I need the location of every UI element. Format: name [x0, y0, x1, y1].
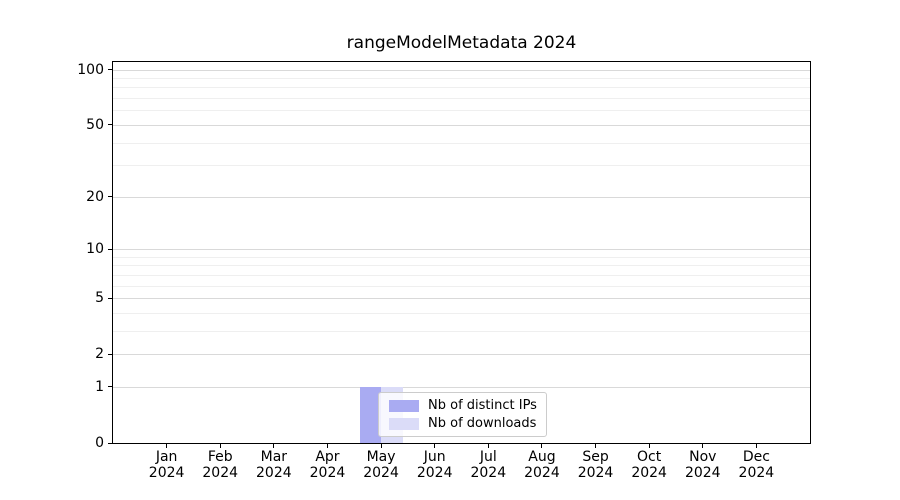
gridline-major — [113, 196, 810, 198]
x-tick — [595, 443, 597, 448]
y-tick — [108, 386, 112, 388]
y-tick-label: 5 — [95, 290, 104, 307]
x-tick-label-year: 2024 — [738, 465, 775, 481]
x-tick-label: May 2024 — [349, 449, 413, 481]
legend-label-distinct-ips: Nb of distinct IPs — [428, 398, 537, 413]
legend-swatch-distinct-ips-icon — [389, 399, 419, 412]
gridline-minor — [113, 142, 810, 144]
gridline-minor — [113, 78, 810, 80]
y-tick-label: 50 — [86, 116, 104, 133]
x-tick-label-year: 2024 — [577, 465, 614, 481]
x-tick — [219, 443, 221, 448]
legend-swatch-downloads-icon — [389, 417, 419, 430]
x-tick-label-month: Apr — [315, 449, 340, 465]
gridline-minor — [113, 330, 810, 332]
x-tick — [380, 443, 382, 448]
y-tick — [108, 248, 112, 250]
bar-nb-of-distinct-ips-may-2024 — [359, 386, 382, 443]
x-tick — [273, 443, 275, 448]
x-tick-label-year: 2024 — [202, 465, 239, 481]
y-tick-label: 100 — [77, 61, 104, 78]
gridline-minor — [113, 165, 810, 167]
x-tick-label: Feb 2024 — [188, 449, 252, 481]
x-tick-label: Jul 2024 — [456, 449, 520, 481]
x-tick-label-year: 2024 — [684, 465, 721, 481]
y-tick-label: 20 — [86, 188, 104, 205]
y-tick — [108, 69, 112, 71]
x-tick-label-year: 2024 — [631, 465, 667, 481]
gridline-major — [113, 298, 810, 300]
x-tick-label-year: 2024 — [363, 465, 399, 481]
gridline-major — [113, 124, 810, 126]
gridline-major — [113, 354, 810, 356]
x-tick — [702, 443, 704, 448]
chart-title: rangeModelMetadata 2024 — [346, 33, 577, 53]
gridline-minor — [113, 110, 810, 112]
x-tick — [648, 443, 650, 448]
x-tick-label-year: 2024 — [416, 465, 453, 481]
x-tick-label: Mar 2024 — [242, 449, 306, 481]
gridline-minor — [113, 274, 810, 276]
gridline-minor — [113, 312, 810, 314]
x-tick-label: Oct 2024 — [617, 449, 681, 481]
x-tick-label-month: Sep — [582, 449, 609, 465]
y-tick — [108, 297, 112, 299]
x-tick-label: Sep 2024 — [564, 449, 628, 481]
legend-item-distinct-ips: Nb of distinct IPs — [389, 398, 537, 413]
x-tick-label-year: 2024 — [148, 465, 185, 481]
gridline-minor — [113, 98, 810, 100]
gridline-major — [113, 69, 810, 71]
x-tick — [755, 443, 757, 448]
x-tick-label: Nov 2024 — [671, 449, 735, 481]
x-tick-label-year: 2024 — [256, 465, 292, 481]
x-tick — [541, 443, 543, 448]
x-tick-label-month: May — [366, 449, 396, 465]
y-tick — [108, 442, 112, 444]
gridline-minor — [113, 265, 810, 267]
x-tick-label-month: Jul — [479, 449, 497, 465]
gridline-major — [113, 249, 810, 250]
x-tick-label-month: Mar — [260, 449, 288, 465]
y-tick-label: 0 — [95, 435, 104, 451]
gridline-major — [113, 386, 810, 388]
x-tick — [487, 443, 489, 448]
x-tick-label-month: Jun — [423, 449, 446, 465]
x-tick-label: Dec 2024 — [724, 449, 788, 481]
x-tick — [434, 443, 436, 448]
y-tick-label: 10 — [86, 241, 104, 257]
x-tick-label: Apr 2024 — [295, 449, 359, 481]
x-tick-label-year: 2024 — [309, 465, 346, 481]
legend-label-downloads: Nb of downloads — [428, 416, 537, 431]
y-tick-label: 1 — [95, 378, 104, 395]
y-tick-label: 2 — [95, 346, 104, 363]
x-tick — [166, 443, 168, 448]
legend-item-downloads: Nb of downloads — [389, 416, 537, 431]
x-tick — [326, 443, 328, 448]
x-tick-label-year: 2024 — [524, 465, 560, 481]
gridline-minor — [113, 256, 810, 258]
x-tick-label-month: Jan — [155, 449, 178, 465]
gridline-minor — [113, 87, 810, 89]
x-tick-label-month: Feb — [207, 449, 233, 465]
y-tick — [108, 353, 112, 355]
x-tick-label-month: Dec — [742, 449, 770, 465]
y-tick — [108, 196, 112, 198]
x-tick-label: Jun 2024 — [403, 449, 467, 481]
x-tick-label-month: Nov — [689, 449, 717, 465]
x-tick-label-month: Oct — [637, 449, 662, 465]
x-tick-label: Aug 2024 — [510, 449, 574, 481]
x-tick-label-month: Aug — [528, 449, 556, 465]
gridline-minor — [113, 285, 810, 287]
x-tick-label-year: 2024 — [470, 465, 507, 481]
x-tick-label: Jan 2024 — [135, 449, 199, 481]
legend: Nb of distinct IPs Nb of downloads — [378, 392, 547, 437]
y-tick — [108, 124, 112, 126]
plot-area — [112, 61, 811, 444]
